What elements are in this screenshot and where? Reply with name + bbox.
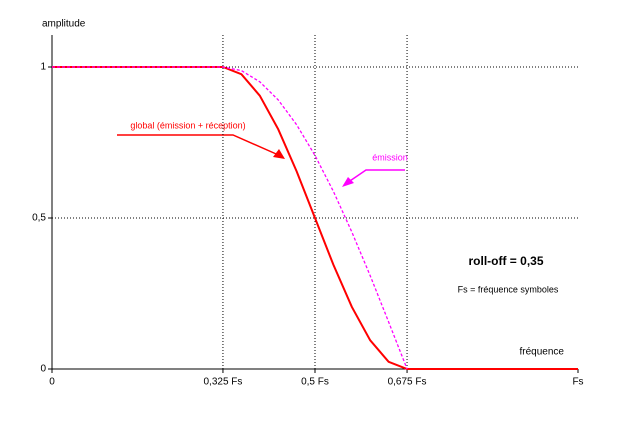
emission-arrowhead xyxy=(342,177,354,187)
series-line xyxy=(52,66,578,370)
x-tick-label: 0 xyxy=(49,377,55,388)
series-label: global (émission + réception) xyxy=(130,120,245,130)
x-tick-label: 0,675 Fs xyxy=(388,377,427,388)
x-tick-label: Fs xyxy=(572,377,583,388)
y-tick-label: 0,5 xyxy=(32,213,46,224)
x-tick-label: 0,325 Fs xyxy=(203,377,242,388)
series-label: émission xyxy=(372,152,408,162)
series-line xyxy=(52,66,408,370)
x-tick-label: 0,5 Fs xyxy=(301,377,329,388)
y-axis-label: amplitude xyxy=(42,19,86,30)
roll-off-note: roll-off = 0,35 xyxy=(468,254,543,268)
fs-note: Fs = fréquence symboles xyxy=(458,284,559,294)
emission-arrow xyxy=(343,169,405,186)
y-tick-label: 0 xyxy=(40,364,46,375)
global-arrowhead xyxy=(273,149,285,159)
global-arrow xyxy=(117,134,284,158)
x-axis-label: fréquence xyxy=(520,347,565,358)
y-tick-label: 1 xyxy=(40,62,46,73)
